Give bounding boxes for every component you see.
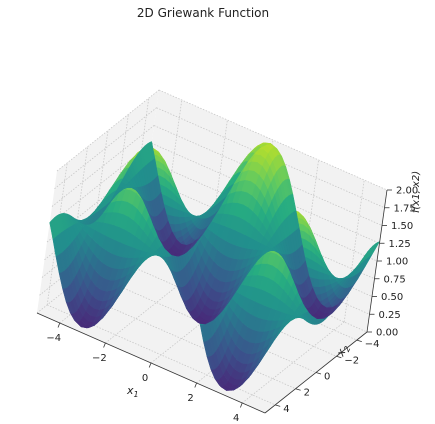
z-tick-label: 2.00 [396, 186, 418, 197]
z-tick-label: 0.25 [379, 310, 401, 321]
z-tick-label: 1.00 [386, 257, 408, 268]
z-axis-label: f(x1, x2) [411, 171, 422, 213]
z-gridline [54, 107, 157, 190]
x-tick-label: −2 [92, 353, 107, 364]
z-gridline [56, 89, 160, 172]
y-tick-label: 0 [324, 372, 330, 383]
x-tick-label: 0 [142, 373, 148, 384]
x-tick [103, 342, 106, 348]
z-tick-label: 0.75 [384, 274, 406, 285]
z-tick-label: 0.50 [381, 292, 403, 303]
y-tick-label: −4 [365, 339, 380, 350]
z-tick-label: 1.25 [389, 239, 411, 250]
y-tick [315, 372, 322, 375]
x-tick [148, 362, 152, 368]
x-tick-label: 2 [187, 393, 193, 404]
y-tick [295, 388, 301, 391]
z-tick-label: 0.00 [376, 328, 398, 339]
y-tick-label: −2 [344, 355, 359, 366]
y-tick [356, 339, 362, 342]
axes: −4 −2 0 2 4 −4 −2 0 2 4 0.00 0.25 0.50 0.75 1.00 1.25 1.… [36, 186, 418, 424]
x-tick [57, 322, 61, 328]
x-tick [194, 382, 197, 388]
surface-mesh [49, 141, 381, 391]
z-gridline [51, 125, 155, 207]
y-tick [275, 404, 281, 407]
x-tick-label: 4 [233, 413, 239, 424]
z-gridline [158, 89, 388, 191]
x-gridline [241, 321, 345, 404]
y-gridline [67, 288, 296, 390]
z-tick-label: 1.75 [394, 203, 416, 214]
z-tick-label: 1.50 [391, 221, 413, 232]
y-tick-label: 2 [304, 388, 310, 399]
x-axis-label: x1 [126, 384, 139, 399]
chart-title: 2D Griewank Function [137, 6, 269, 20]
x-tick [240, 402, 243, 408]
x-tick-label: −4 [46, 333, 61, 344]
y-tick-label: 4 [283, 404, 289, 415]
y-tick [336, 355, 342, 359]
